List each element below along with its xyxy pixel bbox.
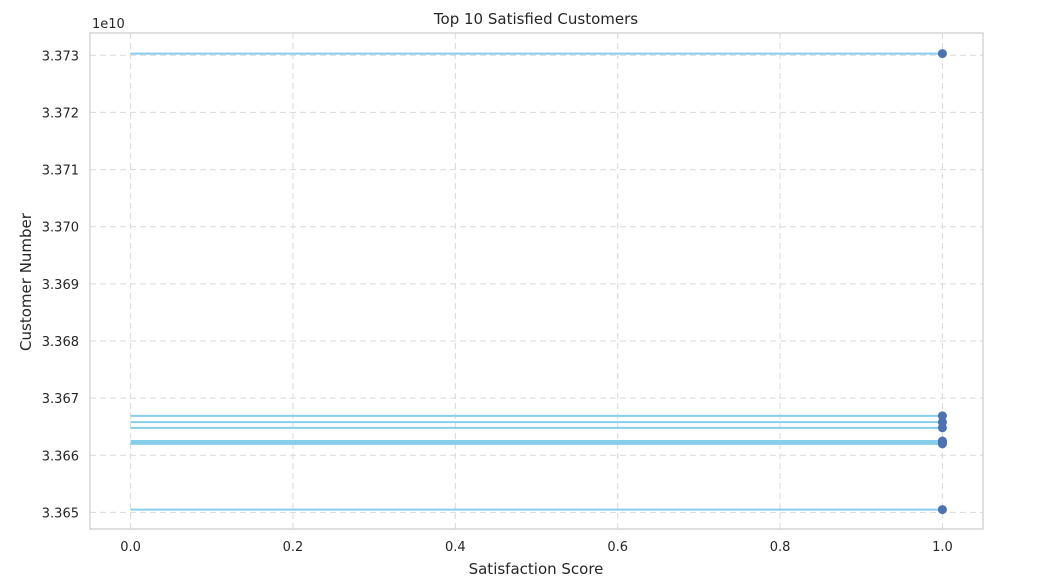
y-axis-label: Customer Number <box>17 212 35 351</box>
x-tick-label: 0.0 <box>120 540 141 555</box>
y-tick-label: 3.369 <box>42 278 79 293</box>
x-tick-label: 0.4 <box>445 540 466 555</box>
y-tick-label: 3.365 <box>42 506 79 521</box>
grid <box>90 33 983 529</box>
lollipop-marker <box>937 505 947 515</box>
y-tick-label: 3.373 <box>42 49 79 64</box>
y-tick-label: 3.368 <box>42 335 79 350</box>
markers <box>937 49 947 515</box>
x-tick-label: 0.8 <box>770 540 791 555</box>
x-axis-label: Satisfaction Score <box>469 560 604 578</box>
y-tick-label: 3.366 <box>42 449 79 464</box>
lollipop-marker <box>937 411 947 421</box>
x-tick-labels: 0.0 0.2 0.4 0.6 0.8 1.0 <box>120 540 953 555</box>
x-tick-label: 1.0 <box>932 540 953 555</box>
chart-title: Top 10 Satisfied Customers <box>433 10 638 28</box>
plot-frame <box>89 32 984 530</box>
lollipop-marker <box>937 423 947 433</box>
x-tick-label: 0.2 <box>283 540 304 555</box>
lollipop-marker <box>937 49 947 59</box>
y-tick-label: 3.367 <box>42 392 79 407</box>
x-tick-label: 0.6 <box>607 540 628 555</box>
y-tick-label: 3.372 <box>42 106 79 121</box>
y-tick-labels: 3.365 3.366 3.367 3.368 3.369 3.370 3.371 3.372… <box>42 49 79 521</box>
stems <box>130 52 943 511</box>
y-tick-label: 3.370 <box>42 221 79 236</box>
plot-background <box>90 33 983 529</box>
y-axis-offset-label: 1e10 <box>92 17 125 32</box>
lollipop-marker <box>937 439 947 449</box>
y-tick-label: 3.371 <box>42 164 79 179</box>
